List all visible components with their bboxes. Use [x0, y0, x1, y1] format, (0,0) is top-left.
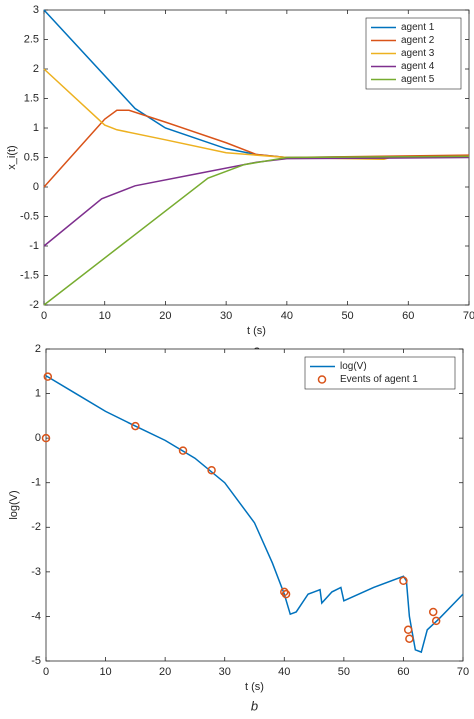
y-tick-label: -2 [31, 521, 41, 533]
y-tick-label: 3 [33, 4, 39, 16]
event-marker [431, 616, 441, 626]
event-marker [43, 372, 53, 381]
y-tick-label: -3 [31, 566, 41, 578]
x-tick-label: 20 [159, 666, 171, 678]
y-tick-label: 0 [35, 432, 41, 444]
legend-label: agent 3 [401, 48, 435, 59]
y-tick-label: -2 [29, 299, 39, 311]
x-axis-label: t (s) [247, 325, 266, 337]
y-tick-label: -4 [31, 610, 41, 622]
legend-label: Events of agent 1 [340, 374, 418, 385]
x-tick-label: 10 [99, 666, 111, 678]
event-marker [399, 576, 408, 586]
y-tick-label: -1 [29, 240, 39, 252]
legend-label: agent 4 [401, 61, 435, 72]
legend-swatch [317, 375, 327, 384]
x-tick-label: 50 [338, 666, 350, 678]
legend-label: log(V) [340, 361, 367, 372]
series-line [43, 155, 470, 306]
plot-area [45, 348, 464, 662]
y-tick-label: 1 [33, 122, 39, 134]
event-marker [405, 634, 414, 643]
event-marker [428, 607, 438, 617]
event-marker [41, 433, 51, 443]
y-tick-label: 2 [35, 343, 41, 355]
x-tick-label: 30 [220, 310, 232, 322]
x-tick-label: 0 [41, 310, 47, 322]
x-tick-label: 0 [43, 666, 49, 678]
caption: b [251, 698, 258, 713]
series-line [43, 156, 470, 247]
event-marker [403, 625, 413, 635]
x-tick-label: 30 [219, 666, 231, 678]
x-tick-label: 10 [99, 310, 111, 322]
y-tick-label: -1.5 [20, 269, 39, 281]
event-marker [178, 446, 188, 455]
legend-label: agent 5 [401, 74, 435, 85]
legend-label: agent 1 [401, 22, 435, 33]
y-tick-label: 2.5 [24, 33, 39, 45]
legend-box [304, 356, 456, 390]
event-marker [280, 587, 289, 597]
x-tick-label: 50 [341, 310, 353, 322]
y-tick-label: 0.5 [24, 151, 39, 163]
y-tick-label: -5 [31, 655, 41, 667]
x-tick-label: 70 [457, 666, 469, 678]
y-tick-label: 1 [35, 387, 41, 399]
x-tick-label: 60 [402, 310, 414, 322]
y-tick-label: -0.5 [20, 210, 39, 222]
x-tick-label: 20 [159, 310, 171, 322]
event-marker [281, 589, 291, 599]
x-tick-label: 40 [281, 310, 293, 322]
y-tick-label: 2 [33, 63, 39, 75]
x-tick-label: 70 [463, 310, 474, 322]
x-tick-label: 60 [397, 666, 409, 678]
event-marker [207, 465, 216, 475]
y-tick-label: -1 [31, 477, 41, 489]
legend-label: agent 2 [401, 35, 435, 46]
y-tick-label: 0 [33, 181, 39, 193]
x-axis-label: t (s) [245, 681, 264, 693]
x-tick-label: 40 [278, 666, 290, 678]
y-axis-label: x_i(t) [6, 145, 18, 169]
y-tick-label: 1.5 [24, 92, 39, 104]
y-axis-label: log(V) [8, 490, 20, 519]
event-marker [131, 421, 140, 431]
